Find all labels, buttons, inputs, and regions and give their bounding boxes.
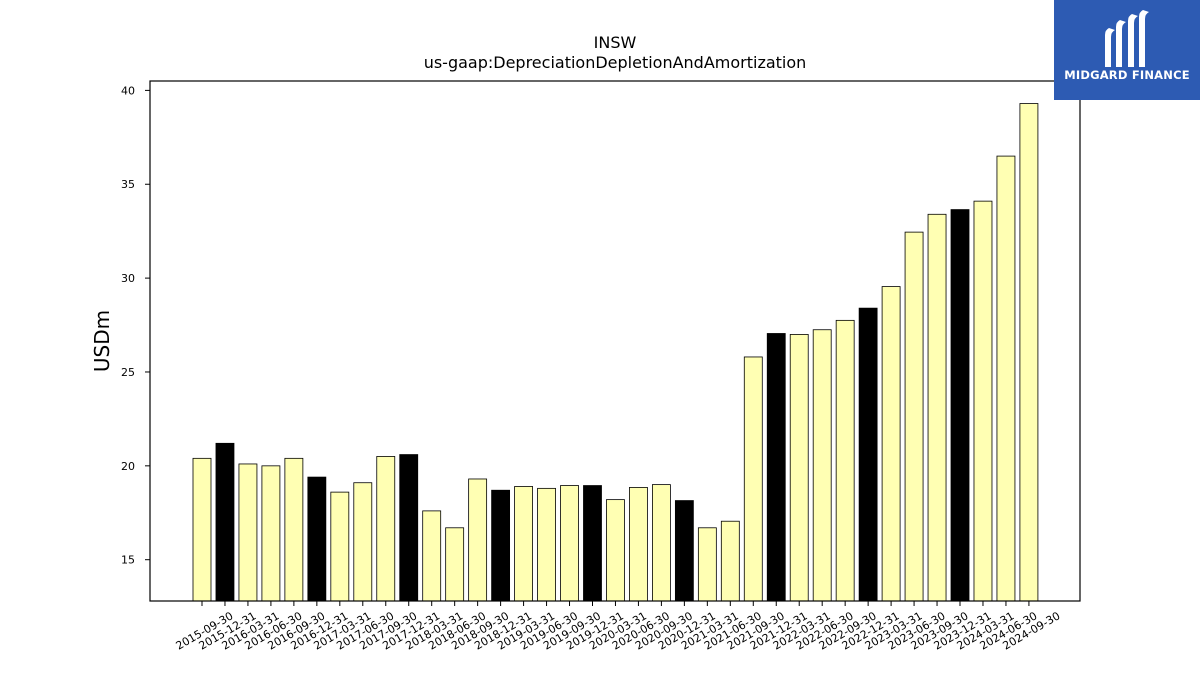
chart-subtitle: us-gaap:DepreciationDepletionAndAmortiza… <box>424 53 807 72</box>
logo-mark-icon <box>1105 10 1149 67</box>
bar-2020-12-31 <box>674 500 694 602</box>
bar-2018-03-31 <box>422 510 442 602</box>
bar-2022-06-30 <box>812 329 832 602</box>
bar-2020-06-30 <box>629 487 648 602</box>
bar-2021-03-31 <box>697 527 717 602</box>
logo-text: MIDGARD FINANCE <box>1064 68 1190 82</box>
y-axis-label: USDm <box>90 310 114 372</box>
bars <box>192 103 1039 602</box>
bar-2018-12-31 <box>491 489 511 602</box>
y-tick-label: 40 <box>121 84 135 97</box>
bar-2023-06-30 <box>904 231 924 602</box>
bar-2016-09-30 <box>284 457 304 602</box>
bar-2021-09-30 <box>743 356 763 602</box>
bar-2022-03-31 <box>789 334 809 602</box>
bar-2017-06-30 <box>353 482 373 602</box>
plot-frame <box>149 80 1081 602</box>
bar-2024-06-30 <box>996 155 1016 602</box>
bar-2022-09-30 <box>835 319 855 602</box>
midgard-finance-logo: MIDGARD FINANCE <box>1054 0 1200 100</box>
y-tick-label: 35 <box>121 178 135 191</box>
bar-2016-12-31 <box>307 476 327 602</box>
bar-2023-12-31 <box>950 209 970 602</box>
bar-2023-03-31 <box>881 286 901 602</box>
bar-2019-06-30 <box>537 487 556 602</box>
chart-title: INSW <box>594 33 637 52</box>
y-ticks: 15 20 25 30 35 40 <box>121 84 150 567</box>
bar-2021-12-31 <box>766 333 786 602</box>
bar-2024-03-31 <box>973 200 993 602</box>
bar-2019-09-30 <box>560 485 579 602</box>
bar-2017-09-30 <box>376 456 396 602</box>
bar-2019-03-31 <box>514 486 533 602</box>
bar-2021-06-30 <box>720 520 740 602</box>
x-ticks: 2015-09-302015-12-312016-03-312016-06-30… <box>174 601 1062 653</box>
y-tick-label: 30 <box>121 272 135 285</box>
bar-2018-09-30 <box>468 478 488 602</box>
bar-2017-03-31 <box>330 491 350 602</box>
y-tick-label: 15 <box>121 554 135 567</box>
bar-2015-09-30 <box>192 457 212 602</box>
bar-2016-06-30 <box>261 465 281 602</box>
y-tick-label: 25 <box>121 366 135 379</box>
bar-2020-09-30 <box>652 484 671 602</box>
bar-2018-06-30 <box>445 527 465 602</box>
bar-2015-12-31 <box>215 442 235 602</box>
bar-2020-03-31 <box>606 499 625 602</box>
bar-2023-09-30 <box>927 213 947 602</box>
y-tick-label: 20 <box>121 460 135 473</box>
bar-2019-12-31 <box>583 485 602 602</box>
bar-2016-03-31 <box>238 463 258 602</box>
bar-2017-12-31 <box>399 454 419 602</box>
bar-2024-09-30 <box>1019 103 1039 602</box>
bar-2022-12-31 <box>858 307 878 602</box>
